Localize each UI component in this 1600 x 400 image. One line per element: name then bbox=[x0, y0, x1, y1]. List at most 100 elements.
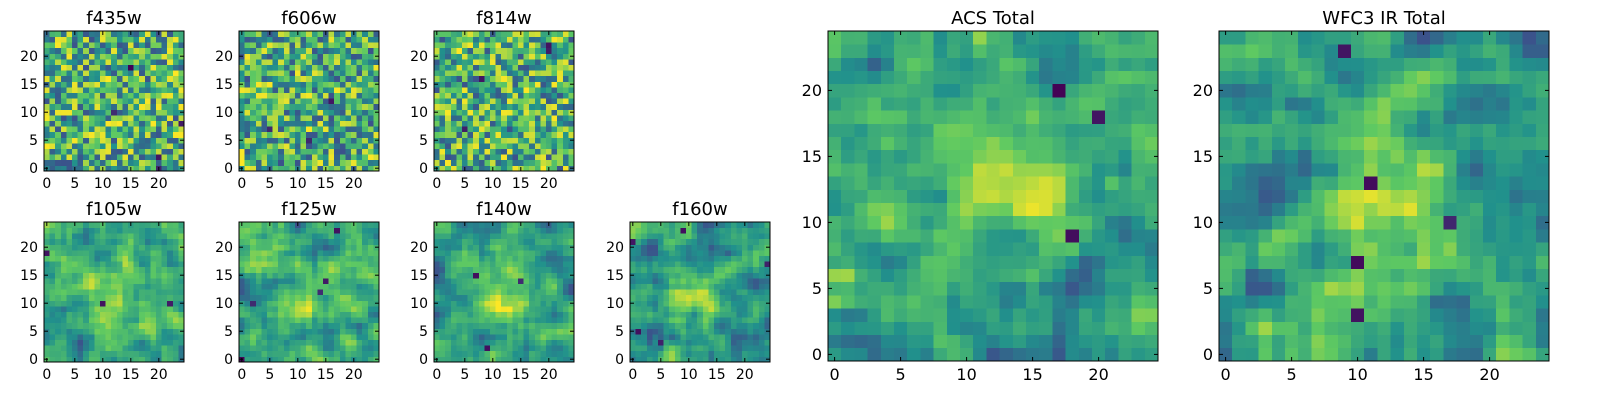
heatmap-cell bbox=[758, 266, 765, 273]
y-tick-label: 15 bbox=[215, 77, 233, 93]
heatmap-cell bbox=[133, 87, 140, 93]
heatmap-cell bbox=[434, 317, 440, 324]
heatmap-cell bbox=[501, 272, 508, 279]
heatmap-cell bbox=[1026, 176, 1040, 190]
heatmap-cell bbox=[255, 339, 262, 346]
heatmap-cell bbox=[540, 278, 547, 284]
heatmap-cell bbox=[122, 266, 129, 273]
heatmap-cell bbox=[100, 64, 106, 71]
heatmap-cell bbox=[730, 322, 737, 329]
heatmap-cell bbox=[854, 215, 868, 230]
heatmap-cell bbox=[445, 222, 452, 228]
heatmap-cell bbox=[77, 328, 84, 335]
heatmap-cell bbox=[462, 272, 468, 279]
heatmap-cell bbox=[362, 115, 369, 121]
heatmap-cell bbox=[986, 189, 1000, 203]
heatmap-cell bbox=[630, 255, 636, 262]
heatmap-cell bbox=[730, 350, 737, 357]
heatmap-cell bbox=[495, 53, 502, 60]
heatmap-cell bbox=[105, 238, 112, 245]
heatmap-cell bbox=[133, 159, 140, 166]
heatmap-cell bbox=[450, 233, 457, 240]
x-tick-label: 15 bbox=[512, 176, 530, 192]
heatmap-cell bbox=[658, 322, 664, 329]
heatmap-cell bbox=[244, 75, 251, 82]
heatmap-cell bbox=[490, 227, 496, 234]
heatmap-cell bbox=[484, 334, 491, 340]
heatmap-cell bbox=[445, 126, 452, 133]
heatmap-cell bbox=[478, 165, 485, 172]
heatmap-cell bbox=[272, 250, 279, 256]
heatmap-cell bbox=[478, 42, 485, 49]
heatmap-cell bbox=[161, 148, 168, 155]
heatmap-cell bbox=[345, 87, 352, 93]
heatmap-cell bbox=[88, 350, 95, 357]
heatmap-cell bbox=[156, 120, 162, 127]
heatmap-cell bbox=[83, 159, 90, 166]
heatmap-cell bbox=[546, 36, 552, 43]
heatmap-cell bbox=[691, 350, 698, 357]
heatmap-cell bbox=[450, 115, 457, 121]
heatmap-cell bbox=[172, 81, 179, 88]
heatmap-cell bbox=[439, 81, 446, 88]
heatmap-cell bbox=[77, 356, 84, 363]
heatmap-cell bbox=[272, 131, 279, 138]
heatmap-cell bbox=[133, 328, 140, 335]
heatmap-cell bbox=[328, 42, 335, 49]
heatmap-cell bbox=[450, 131, 457, 138]
heatmap-cell bbox=[94, 131, 101, 138]
heatmap-cell bbox=[272, 59, 279, 65]
heatmap-cell bbox=[239, 227, 245, 234]
heatmap-cell bbox=[105, 261, 112, 268]
heatmap-cell bbox=[540, 31, 547, 37]
heatmap-cell bbox=[557, 31, 564, 37]
heatmap-cell bbox=[691, 289, 698, 296]
heatmap-cell bbox=[529, 36, 536, 43]
heatmap-cell bbox=[529, 278, 536, 284]
heatmap-cell bbox=[83, 70, 90, 77]
heatmap-cell bbox=[278, 137, 285, 144]
heatmap-cell bbox=[100, 148, 106, 155]
heatmap-cell bbox=[641, 250, 648, 256]
heatmap-cell bbox=[255, 87, 262, 93]
heatmap-cell bbox=[557, 306, 564, 312]
heatmap-cell bbox=[161, 103, 168, 110]
heatmap-cell bbox=[764, 317, 771, 324]
x-tick-label: 15 bbox=[122, 176, 140, 192]
heatmap-cell bbox=[261, 250, 268, 256]
heatmap-cell bbox=[44, 250, 50, 256]
heatmap-cell bbox=[100, 154, 106, 161]
heatmap-cell bbox=[367, 154, 374, 161]
heatmap-cell bbox=[495, 87, 502, 93]
heatmap-cell bbox=[49, 233, 56, 240]
heatmap-cell bbox=[339, 75, 346, 82]
heatmap-cell bbox=[334, 266, 341, 273]
heatmap-cell bbox=[635, 300, 642, 307]
heatmap-cell bbox=[122, 98, 129, 105]
heatmap-cell bbox=[300, 87, 307, 93]
heatmap-cell bbox=[1131, 189, 1146, 203]
heatmap-cell bbox=[557, 311, 564, 318]
heatmap-cell bbox=[719, 238, 726, 245]
heatmap-cell bbox=[473, 334, 480, 340]
heatmap-cell bbox=[49, 289, 56, 296]
heatmap-cell bbox=[557, 261, 564, 268]
heatmap-cell bbox=[83, 137, 90, 144]
heatmap-cell bbox=[156, 115, 162, 121]
heatmap-cell bbox=[311, 98, 318, 105]
heatmap-cell bbox=[652, 289, 659, 296]
heatmap-cell bbox=[60, 334, 67, 340]
heatmap-cell bbox=[55, 238, 62, 245]
heatmap-cell bbox=[323, 255, 329, 262]
heatmap-cell bbox=[83, 322, 90, 329]
heatmap-cell bbox=[317, 317, 324, 324]
heatmap-cell bbox=[529, 47, 536, 54]
heatmap-cell bbox=[267, 131, 273, 138]
heatmap-cell bbox=[373, 283, 380, 290]
heatmap-cell bbox=[144, 317, 151, 324]
heatmap-cell bbox=[546, 283, 552, 290]
heatmap-cell bbox=[317, 87, 324, 93]
heatmap-cell bbox=[328, 137, 335, 144]
heatmap-cell bbox=[473, 322, 480, 329]
